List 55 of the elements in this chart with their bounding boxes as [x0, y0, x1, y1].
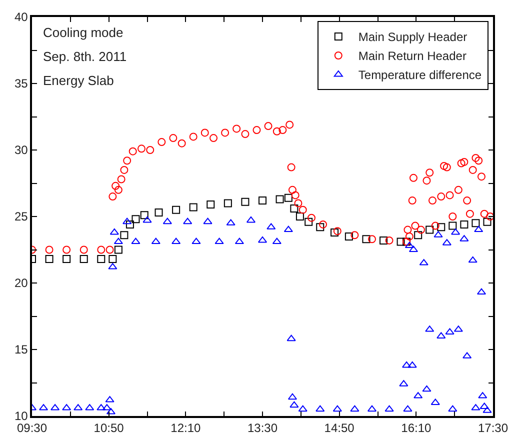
legend-label: Temperature difference	[358, 68, 482, 82]
point	[189, 203, 198, 212]
point	[114, 246, 122, 254]
y-tick-label: 30	[14, 143, 28, 158]
point	[126, 220, 134, 228]
point	[380, 236, 388, 244]
y-tick-label: 35	[14, 76, 28, 91]
point	[448, 222, 457, 230]
x-tick-label: 16:10	[401, 421, 432, 436]
legend-label: Main Return Header	[358, 49, 466, 64]
point	[460, 220, 468, 228]
point	[241, 198, 250, 206]
point	[472, 219, 480, 228]
point	[316, 223, 324, 232]
legend-label: Main Supply Header	[358, 30, 468, 44]
point	[344, 232, 353, 240]
y-tick-label: 20	[14, 276, 28, 290]
x-tick-label: 14:50	[324, 421, 355, 436]
point	[224, 199, 232, 208]
annotation: Energy Slab	[43, 73, 114, 88]
point	[284, 194, 292, 202]
y-tick-label: 10	[14, 409, 28, 424]
annotation: Sep. 8th. 2011	[43, 49, 127, 64]
point	[172, 206, 180, 214]
point	[437, 223, 446, 232]
y-tick-label: 40	[14, 10, 28, 24]
point	[290, 204, 298, 213]
point	[45, 255, 54, 264]
x-tick-label: 12:10	[170, 421, 202, 436]
point	[362, 235, 370, 244]
y-tick-label: 15	[14, 342, 28, 357]
point	[97, 255, 106, 264]
point	[120, 231, 128, 240]
point	[296, 212, 304, 220]
point	[206, 200, 215, 209]
point	[140, 211, 148, 220]
point	[426, 226, 434, 234]
point	[132, 215, 140, 224]
point	[304, 218, 313, 226]
annotation: Cooling mode	[43, 25, 124, 40]
point	[276, 195, 284, 204]
x-tick-label: 17:30	[478, 421, 508, 436]
x-tick-label: 10:50	[94, 421, 124, 436]
y-tick-label: 25	[14, 210, 28, 224]
x-tick-label: 13:30	[247, 421, 278, 436]
point	[62, 255, 71, 264]
point	[258, 196, 266, 205]
point	[154, 208, 163, 217]
point	[80, 255, 88, 264]
point	[330, 228, 339, 236]
point	[108, 255, 117, 264]
x-tick-label: 09:30	[16, 421, 48, 436]
point	[483, 218, 492, 226]
point	[414, 231, 422, 240]
point	[396, 238, 405, 246]
